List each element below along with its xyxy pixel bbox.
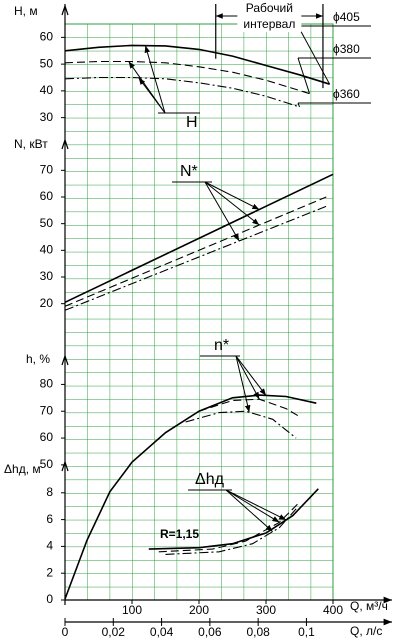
- curve: [64, 394, 317, 600]
- y-tick-label: 50: [40, 216, 54, 230]
- working-interval-label: интервал: [243, 17, 295, 31]
- curve: [64, 76, 300, 108]
- y-axis-label: N, кВт: [14, 137, 48, 151]
- leader: [225, 489, 287, 521]
- y-tick-label: 6: [46, 512, 53, 526]
- y-tick-label: 60: [40, 189, 54, 203]
- y-tick-label: 20: [40, 296, 54, 310]
- axis-arrow: [61, 138, 69, 150]
- leader: [204, 181, 240, 242]
- y-tick-label: 70: [40, 163, 54, 177]
- annotation: N*: [180, 163, 198, 180]
- x2-tick-label: 0,06: [198, 625, 222, 639]
- annotation: Δhд: [195, 471, 225, 488]
- axis-arrow: [61, 4, 69, 16]
- leader: [235, 355, 267, 396]
- y-axis-label: h, %: [26, 352, 50, 366]
- axis-arrow: [61, 354, 69, 366]
- curve: [64, 205, 327, 311]
- series-label-leader: [297, 57, 311, 94]
- series-label-leader: [297, 25, 331, 85]
- y-tick-label: 80: [40, 377, 54, 391]
- y-tick-label: 60: [40, 30, 54, 44]
- series-label: ϕ360: [333, 87, 360, 101]
- label-bg: [237, 2, 302, 32]
- annotation: n*: [214, 337, 229, 354]
- axis-arrow: [61, 460, 69, 472]
- y-tick-label: 2: [46, 565, 53, 579]
- grid: [64, 23, 334, 601]
- x-tick-label: 300: [256, 603, 276, 617]
- series-label: ϕ380: [333, 42, 360, 56]
- y-axis-label: Δhд, м: [4, 462, 41, 476]
- leader: [138, 77, 166, 114]
- working-interval-label: Рабочий: [246, 1, 293, 15]
- x2-tick-label: 0,04: [150, 625, 174, 639]
- y-tick-label: 50: [40, 457, 54, 471]
- leader: [204, 181, 260, 210]
- series-label: ϕ405: [333, 10, 360, 24]
- x2-tick-label: 0,02: [102, 625, 126, 639]
- x-axis-label: Q, м³/ч: [350, 599, 388, 613]
- x2-axis-label: Q, л/с: [350, 624, 382, 638]
- curve: [64, 44, 330, 85]
- y-tick-label: 50: [40, 56, 54, 70]
- y-tick-label: 30: [40, 269, 54, 283]
- series-label-leader: [297, 102, 300, 108]
- leader: [235, 355, 251, 413]
- y-tick-label: 8: [46, 485, 53, 499]
- y-tick-label: 60: [40, 430, 54, 444]
- y-tick-label: 30: [40, 110, 54, 124]
- x-tick-label: 100: [122, 603, 142, 617]
- annotation: H: [186, 114, 198, 131]
- curve: [64, 173, 334, 304]
- curve: [64, 60, 310, 95]
- x-tick-label: 200: [189, 603, 209, 617]
- y-tick-label: 0: [46, 592, 53, 606]
- x2-tick-label: 0: [62, 625, 69, 639]
- curve: [165, 508, 297, 555]
- leader: [225, 489, 280, 523]
- y-tick-label: 4: [46, 539, 53, 553]
- curve: [148, 488, 319, 550]
- y-tick-label: 40: [40, 83, 54, 97]
- curve: [185, 410, 297, 439]
- annotation: R=1,15: [160, 527, 199, 541]
- y-axis-label: H, м: [14, 4, 38, 18]
- y-tick-label: 40: [40, 243, 54, 257]
- x-tick-label: 400: [323, 603, 343, 617]
- curve: [198, 398, 300, 418]
- leader: [225, 489, 274, 533]
- x2-tick-label: 0,08: [246, 625, 270, 639]
- y-tick-label: 70: [40, 403, 54, 417]
- leader: [144, 45, 166, 114]
- leader: [204, 181, 260, 226]
- leader: [235, 355, 260, 400]
- x2-tick-label: 0,1: [298, 625, 315, 639]
